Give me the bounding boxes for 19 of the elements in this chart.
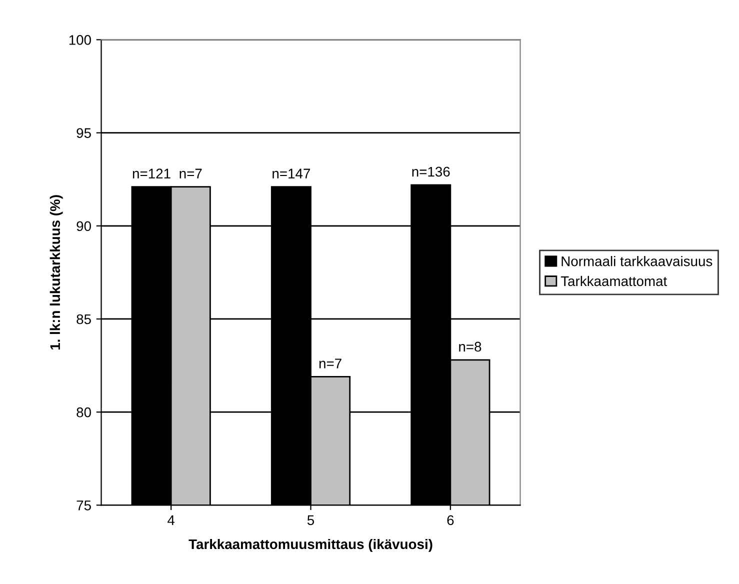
y-tick-label: 90 <box>76 221 91 232</box>
y-tick-label: 80 <box>76 407 91 418</box>
y-tick-label: 85 <box>76 314 91 324</box>
x-axis-title: Tarkkaamattomuusmittaus (ikävuosi) <box>188 538 432 552</box>
y-tick-label: 100 <box>69 35 91 45</box>
y-tick-label: 95 <box>76 128 91 138</box>
annotation: n=121 <box>132 168 170 178</box>
annotation: n=136 <box>412 166 450 177</box>
y-axis-title: 1. lk:n lukutarkkuus (%) <box>50 195 63 350</box>
x-tick-label: 5 <box>307 515 314 526</box>
y-tick-label: 75 <box>76 500 91 510</box>
annotation: n=8 <box>459 342 482 352</box>
x-tick-label: 4 <box>168 515 175 525</box>
annotation: n=7 <box>319 358 342 368</box>
x-tick-label: 6 <box>447 515 454 526</box>
legend-label: Normaali tarkkaavaisuus <box>562 256 712 266</box>
annotation: n=7 <box>180 168 202 178</box>
legend-label: Tarkkaamattomat <box>560 276 668 286</box>
annotation: n=147 <box>272 168 310 178</box>
